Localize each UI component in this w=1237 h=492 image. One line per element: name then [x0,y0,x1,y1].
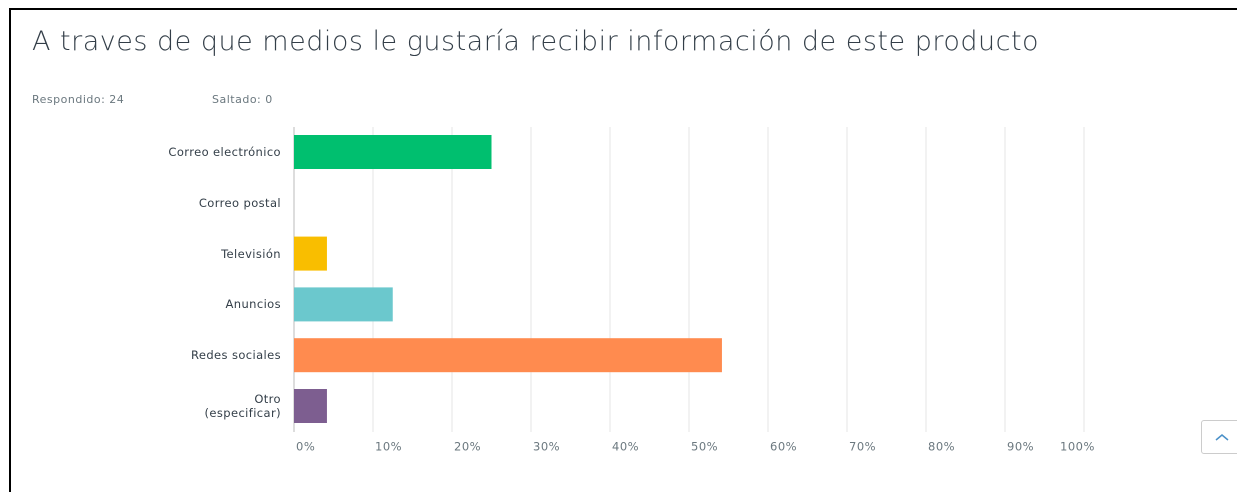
x-tick-label: 40% [612,440,639,454]
scroll-top-button[interactable] [1201,420,1237,454]
category-label: Correo electrónico [168,145,281,159]
bar [294,389,327,423]
bar [294,135,492,169]
x-tick-label: 90% [1007,440,1034,454]
category-label: Televisión [221,246,281,261]
answered-count: Respondido: 24 [32,93,125,106]
x-tick-label: 20% [454,440,481,454]
frame [9,8,1237,492]
bar [294,287,393,322]
category-label: Correo postal [198,195,281,210]
skipped-count: Saltado: 0 [212,93,273,106]
bar [294,338,722,373]
x-tick-label: 30% [533,440,560,454]
category-label: Otro (especificar) [204,392,281,420]
bar [294,236,327,271]
x-tick-label: 70% [849,440,876,454]
category-label: Redes sociales [190,348,281,363]
chevron-icon [1215,434,1229,441]
x-tick-label: 80% [928,440,955,454]
x-tick-label: 0% [296,440,315,454]
chart-title: A traves de que medios le gustaría recib… [32,26,1040,57]
x-tick-label: 10% [375,440,402,454]
category-label: Anuncios [225,297,281,312]
x-tick-label: 50% [691,440,718,454]
x-tick-label: 60% [770,440,797,454]
x-tick-label: 100% [1060,440,1095,454]
